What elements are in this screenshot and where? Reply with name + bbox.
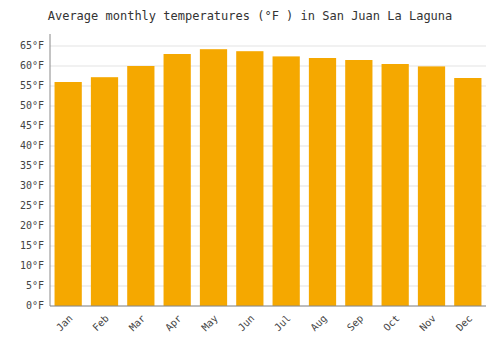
y-tick-label: 60°F — [20, 60, 44, 71]
y-tick-label: 65°F — [20, 40, 44, 51]
x-tick-label: Oct — [381, 313, 402, 334]
x-axis-line — [50, 306, 486, 307]
grid-line — [50, 306, 486, 307]
grid-line — [50, 66, 486, 67]
x-tick-label: Dec — [454, 313, 475, 334]
y-tick-label: 20°F — [20, 220, 44, 231]
bars — [55, 49, 482, 306]
grid-line — [50, 46, 486, 47]
y-axis-line — [50, 34, 51, 306]
x-tick-label: Jun — [236, 313, 257, 334]
x-tick-label: Sep — [345, 313, 366, 334]
y-tick-label: 15°F — [20, 240, 44, 251]
bar — [382, 64, 409, 306]
bar — [309, 58, 336, 306]
y-tick-label: 45°F — [20, 120, 44, 131]
x-tick-label: Feb — [90, 313, 111, 334]
y-tick-label: 0°F — [26, 300, 44, 311]
x-tick-label: Jan — [54, 313, 75, 334]
x-tick-label: Mar — [127, 313, 148, 334]
x-tick-label: Apr — [163, 313, 184, 334]
x-tick-label: May — [199, 313, 220, 334]
bar — [454, 78, 481, 306]
y-tick-label: 10°F — [20, 260, 44, 271]
x-tick-label: Aug — [308, 313, 329, 334]
x-tick-labels: Jan Feb Mar Apr May Jun Jul Aug Sep Oct Nov Dec — [54, 313, 474, 334]
y-tick-label: 50°F — [20, 100, 44, 111]
title: Average monthly temperatures (°F ) in Sa… — [48, 9, 453, 23]
y-tick-labels: 0°F 5°F 10°F 15°F 20°F 25°F 30°F 35°F 40°F 45°F 50… — [20, 40, 44, 311]
bar — [273, 56, 300, 306]
bar — [345, 60, 372, 306]
y-tick-label: 55°F — [20, 80, 44, 91]
bar — [91, 77, 118, 306]
y-tick-label: 5°F — [26, 280, 44, 291]
bar — [418, 66, 445, 306]
bar — [164, 54, 191, 306]
x-tick-label: Nov — [417, 313, 438, 334]
bar — [127, 66, 154, 306]
bar — [200, 49, 227, 306]
grid — [50, 46, 486, 306]
y-tick-label: 35°F — [20, 160, 44, 171]
bar — [236, 51, 263, 306]
chart-svg: 0°F 5°F 10°F 15°F 20°F 25°F 30°F 35°F 40°F 45°F 50… — [0, 0, 500, 350]
chart-container: 0°F 5°F 10°F 15°F 20°F 25°F 30°F 35°F 40°F 45°F 50… — [0, 0, 500, 350]
x-tick-label: Jul — [272, 313, 293, 334]
bar — [55, 82, 82, 306]
y-tick-label: 30°F — [20, 180, 44, 191]
y-tick-label: 40°F — [20, 140, 44, 151]
y-tick-label: 25°F — [20, 200, 44, 211]
